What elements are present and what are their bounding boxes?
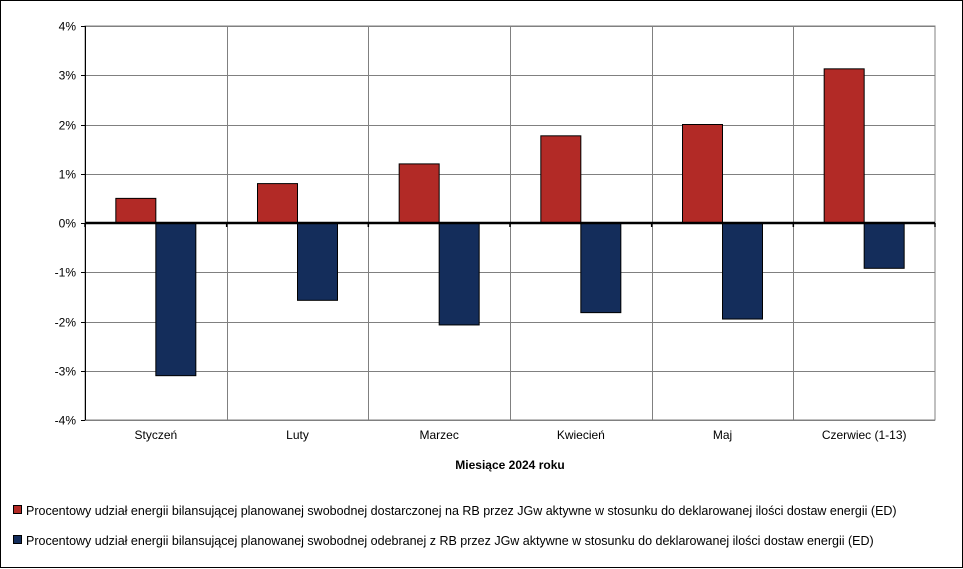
bar-delivered bbox=[257, 183, 298, 224]
x-tick-label: Czerwiec (1-13) bbox=[822, 428, 907, 442]
bar-delivered bbox=[398, 163, 440, 224]
bar-received bbox=[580, 222, 622, 314]
bar-delivered bbox=[540, 135, 582, 224]
y-tick-label: 4% bbox=[59, 20, 77, 34]
legend-swatch-delivered bbox=[13, 505, 22, 514]
y-tick-label: -3% bbox=[55, 365, 77, 379]
y-tick-label: 1% bbox=[59, 168, 77, 182]
legend-item-received: Procentowy udział energii bilansującej p… bbox=[13, 534, 874, 548]
y-tick-label: 2% bbox=[59, 119, 77, 133]
x-tick-label: Styczeń bbox=[134, 428, 177, 442]
x-axis-title: Miesiące 2024 roku bbox=[455, 458, 564, 472]
bar-delivered bbox=[823, 68, 865, 224]
bar-received bbox=[155, 222, 197, 377]
y-tick-label: -4% bbox=[55, 414, 77, 428]
legend-label-received: Procentowy udział energii bilansującej p… bbox=[26, 534, 874, 548]
y-tick-label: 0% bbox=[59, 217, 77, 231]
legend-swatch-received bbox=[13, 535, 22, 544]
bar-received bbox=[297, 222, 338, 301]
x-tick-label: Kwiecień bbox=[557, 428, 605, 442]
bar-received bbox=[722, 222, 763, 320]
y-tick-label: 3% bbox=[59, 69, 77, 83]
y-tick-label: -2% bbox=[55, 316, 77, 330]
bar-delivered bbox=[115, 197, 157, 224]
bar-received bbox=[438, 222, 480, 326]
legend-item-delivered: Procentowy udział energii bilansującej p… bbox=[13, 504, 897, 518]
x-tick-label: Maj bbox=[713, 428, 732, 442]
x-tick-label: Luty bbox=[286, 428, 309, 442]
x-tick-label: Marzec bbox=[419, 428, 458, 442]
legend-label-delivered: Procentowy udział energii bilansującej p… bbox=[26, 504, 897, 518]
bar-received bbox=[863, 222, 905, 269]
y-tick-label: -1% bbox=[55, 266, 77, 280]
bar-delivered bbox=[682, 124, 723, 224]
